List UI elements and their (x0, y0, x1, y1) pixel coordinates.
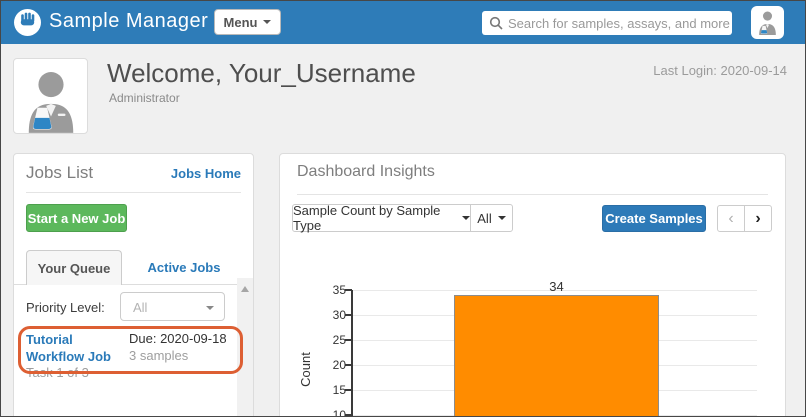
search-input[interactable] (482, 11, 732, 35)
create-samples-button[interactable]: Create Samples (602, 205, 706, 232)
job-task-progress: Task 1 of 3 (26, 365, 89, 380)
chevron-down-icon (462, 216, 470, 220)
scroll-up-icon (241, 286, 249, 292)
y-tick-label: 30 (332, 308, 346, 322)
dashboard-insights-panel: Dashboard Insights Sample Count by Sampl… (279, 153, 786, 417)
last-login-label: Last Login: 2020-09-14 (653, 63, 787, 78)
chart-type-dropdown[interactable]: Sample Count by Sample Type (292, 203, 471, 233)
y-tick-mark (345, 389, 352, 391)
tab-bar-border (14, 284, 253, 285)
priority-level-select[interactable]: All (120, 292, 225, 321)
y-tick-label: 35 (332, 283, 346, 297)
pager-previous-button[interactable]: ‹ (717, 205, 745, 232)
user-menu-button[interactable] (751, 6, 784, 39)
divider (26, 192, 241, 193)
labkey-logo-icon (14, 9, 41, 36)
y-tick-mark (345, 314, 352, 316)
job-sample-count: 3 samples (129, 348, 189, 363)
jobs-home-link[interactable]: Jobs Home (170, 166, 241, 181)
tab-active-jobs[interactable]: Active Jobs (147, 259, 221, 275)
chart-filter-dropdown[interactable]: All (470, 204, 513, 232)
bar-value-label: 34 (549, 279, 564, 294)
chart-type-selected: Sample Count by Sample Type (293, 203, 441, 233)
y-tick-label: 10 (332, 408, 346, 417)
chevron-down-icon (497, 216, 506, 220)
chevron-down-icon (206, 306, 214, 310)
job-link-tutorial-workflow[interactable]: Tutorial Workflow Job (26, 332, 111, 364)
job-due-date: Due: 2020-09-18 (129, 331, 227, 346)
jobs-panel-title: Jobs List (26, 163, 94, 182)
y-tick-mark (345, 414, 352, 416)
chart-filter-selected: All (477, 210, 492, 226)
welcome-heading: Welcome, Your_Username (107, 58, 416, 88)
priority-selected-value: All (133, 300, 148, 315)
tab-your-queue[interactable]: Your Queue (26, 250, 122, 285)
dashboard-panel-title: Dashboard Insights (297, 163, 435, 180)
y-axis-line (351, 290, 353, 416)
menu-button-label: Menu (223, 14, 258, 30)
gridline (353, 290, 757, 291)
y-tick-mark (345, 339, 352, 341)
priority-level-label: Priority Level: (26, 300, 105, 315)
y-tick-mark (345, 364, 352, 366)
y-tick-label: 25 (332, 333, 346, 347)
chevron-down-icon (263, 20, 272, 24)
bar-sample-count (454, 295, 659, 416)
profile-avatar (13, 58, 88, 134)
scientist-avatar-icon (28, 72, 73, 133)
top-navigation-bar: Sample Manager Menu (1, 1, 805, 44)
global-search (482, 11, 732, 35)
start-new-job-button[interactable]: Start a New Job (26, 204, 127, 232)
y-tick-label: 15 (332, 383, 346, 397)
divider (297, 194, 768, 195)
y-tick-mark (345, 289, 352, 291)
user-avatar-icon (759, 11, 776, 35)
user-role-label: Administrator (109, 91, 180, 105)
y-tick-label: 20 (332, 358, 346, 372)
menu-button[interactable]: Menu (214, 9, 281, 35)
app-title: Sample Manager (49, 10, 209, 32)
queue-scrollbar[interactable] (237, 278, 253, 416)
jobs-list-panel: Jobs List Jobs Home Start a New Job Your… (13, 153, 254, 416)
pager-next-button[interactable]: › (744, 205, 772, 232)
